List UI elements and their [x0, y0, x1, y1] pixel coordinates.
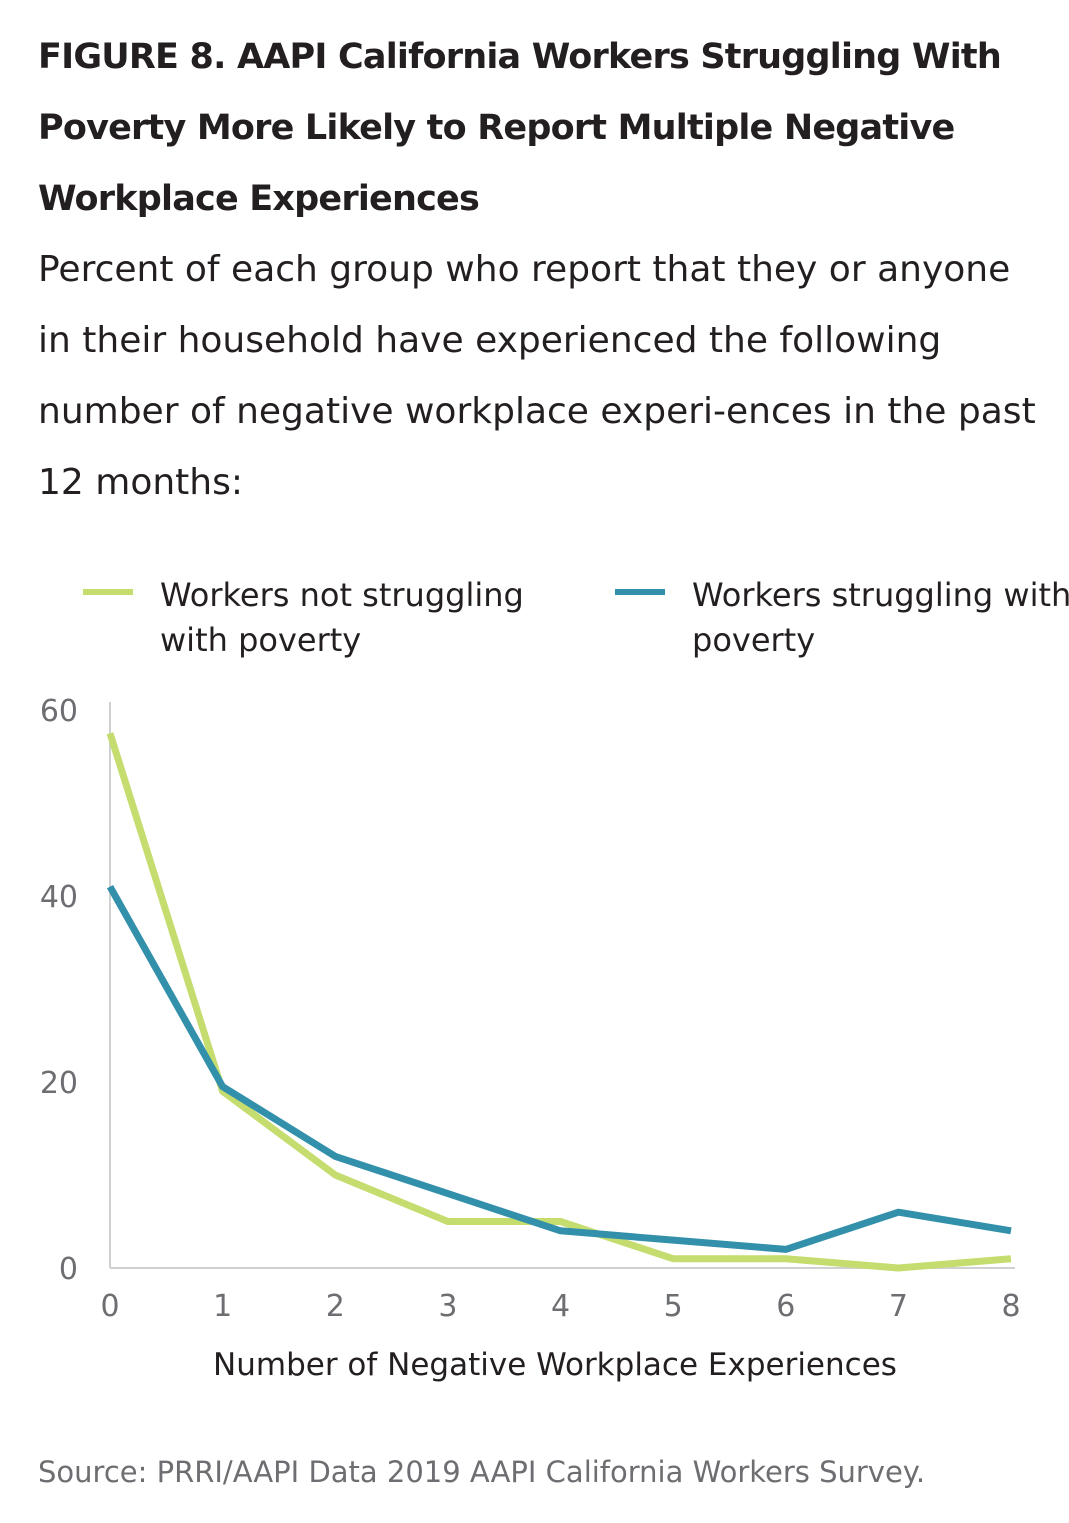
chart-subtitle: Percent of each group who report that th… — [38, 249, 1036, 503]
legend-label-not-struggling: Workers not struggling with poverty — [160, 576, 524, 659]
x-tick-label: 6 — [776, 1289, 795, 1324]
y-tick-label: 60 — [40, 694, 78, 729]
x-tick-label: 8 — [1001, 1289, 1020, 1324]
x-tick-label: 7 — [889, 1289, 908, 1324]
x-axis-label: Number of Negative Workplace Experiences — [213, 1347, 897, 1383]
x-tick-label: 0 — [100, 1289, 119, 1324]
y-tick-label: 20 — [40, 1066, 78, 1101]
x-tick-label: 4 — [551, 1289, 570, 1324]
y-tick-label: 40 — [40, 880, 78, 915]
chart-title: FIGURE 8. AAPI California Workers Strugg… — [38, 37, 1002, 219]
legend-label-struggling: Workers struggling with poverty — [692, 576, 1069, 659]
x-tick-label: 3 — [438, 1289, 457, 1324]
series-lines — [106, 732, 1012, 1272]
x-tick-label: 5 — [664, 1289, 683, 1324]
legend-swatch-struggling — [615, 589, 665, 595]
series-line-not-struggling — [106, 732, 1012, 1272]
x-tick-label: 2 — [326, 1289, 345, 1324]
series-line-struggling — [106, 884, 1012, 1253]
axes — [109, 702, 1015, 1269]
source-note: Source: PRRI/AAPI Data 2019 AAPI Califor… — [38, 1455, 926, 1489]
line-chart: 0 20 40 60 0 1 2 3 4 5 6 7 8 Number of Negative Work… — [40, 694, 1021, 1383]
legend-swatch-not-struggling — [83, 589, 133, 595]
y-tick-label: 0 — [59, 1252, 78, 1287]
x-tick-label: 1 — [213, 1289, 232, 1324]
tick-labels: 0 20 40 60 0 1 2 3 4 5 6 7 8 — [40, 694, 1021, 1324]
